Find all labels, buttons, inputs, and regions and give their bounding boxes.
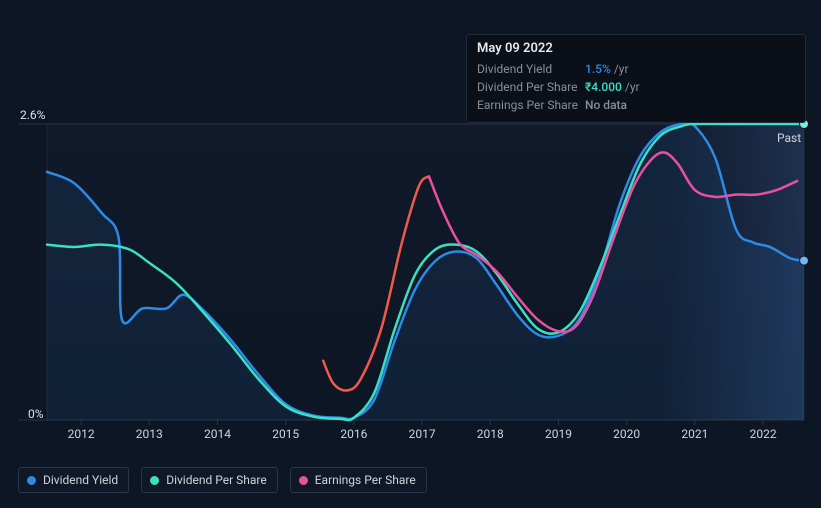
tooltip-row-label: Dividend Per Share xyxy=(477,78,585,96)
tooltip-row-value: 1.5%/yr xyxy=(585,60,629,78)
legend-item[interactable]: Earnings Per Share xyxy=(290,467,427,493)
tooltip-row-label: Dividend Yield xyxy=(477,60,585,78)
x-axis-year-label: 2013 xyxy=(136,427,163,441)
y-axis-min-label: 0% xyxy=(28,407,44,421)
legend-item[interactable]: Dividend Per Share xyxy=(141,467,278,493)
x-axis-year-label: 2022 xyxy=(750,427,777,441)
x-axis-year-label: 2018 xyxy=(477,427,504,441)
chart-tooltip: May 09 2022 Dividend Yield1.5%/yrDividen… xyxy=(466,34,806,123)
past-label: Past xyxy=(777,131,801,145)
tooltip-row-value: No data xyxy=(585,96,627,114)
chart-container: 2.6% 0% Past 201220132014201520162017201… xyxy=(0,0,821,508)
tooltip-date: May 09 2022 xyxy=(477,41,795,56)
legend-dot-icon xyxy=(150,476,159,485)
tooltip-row: Dividend Yield1.5%/yr xyxy=(477,60,795,78)
tooltip-row: Dividend Per Share₹4.000/yr xyxy=(477,78,795,96)
y-axis-max-label: 2.6% xyxy=(20,108,45,122)
x-axis-year-label: 2012 xyxy=(68,427,95,441)
tooltip-row-value: ₹4.000/yr xyxy=(585,78,640,96)
legend-label: Earnings Per Share xyxy=(315,473,416,487)
x-axis-year-label: 2021 xyxy=(681,427,708,441)
x-axis-labels: 2012 2013 2014 2015 2016 2017 2018 2019 2020 2021… xyxy=(0,427,821,445)
x-axis-year-label: 2016 xyxy=(340,427,367,441)
tooltip-rows: Dividend Yield1.5%/yrDividend Per Share₹… xyxy=(477,60,795,114)
x-axis-year-label: 2020 xyxy=(613,427,640,441)
x-axis-year-label: 2019 xyxy=(545,427,572,441)
x-axis-year-label: 2014 xyxy=(204,427,231,441)
tooltip-row: Earnings Per ShareNo data xyxy=(477,96,795,114)
x-axis-year-label: 2017 xyxy=(409,427,436,441)
legend-dot-icon xyxy=(299,476,308,485)
x-axis-year-label: 2015 xyxy=(272,427,299,441)
legend-label: Dividend Yield xyxy=(43,473,118,487)
legend-dot-icon xyxy=(27,476,36,485)
tooltip-row-label: Earnings Per Share xyxy=(477,96,585,114)
chart-legend: Dividend Yield Dividend Per Share Earnings… xyxy=(18,467,427,493)
legend-label: Dividend Per Share xyxy=(166,473,267,487)
legend-item[interactable]: Dividend Yield xyxy=(18,467,129,493)
